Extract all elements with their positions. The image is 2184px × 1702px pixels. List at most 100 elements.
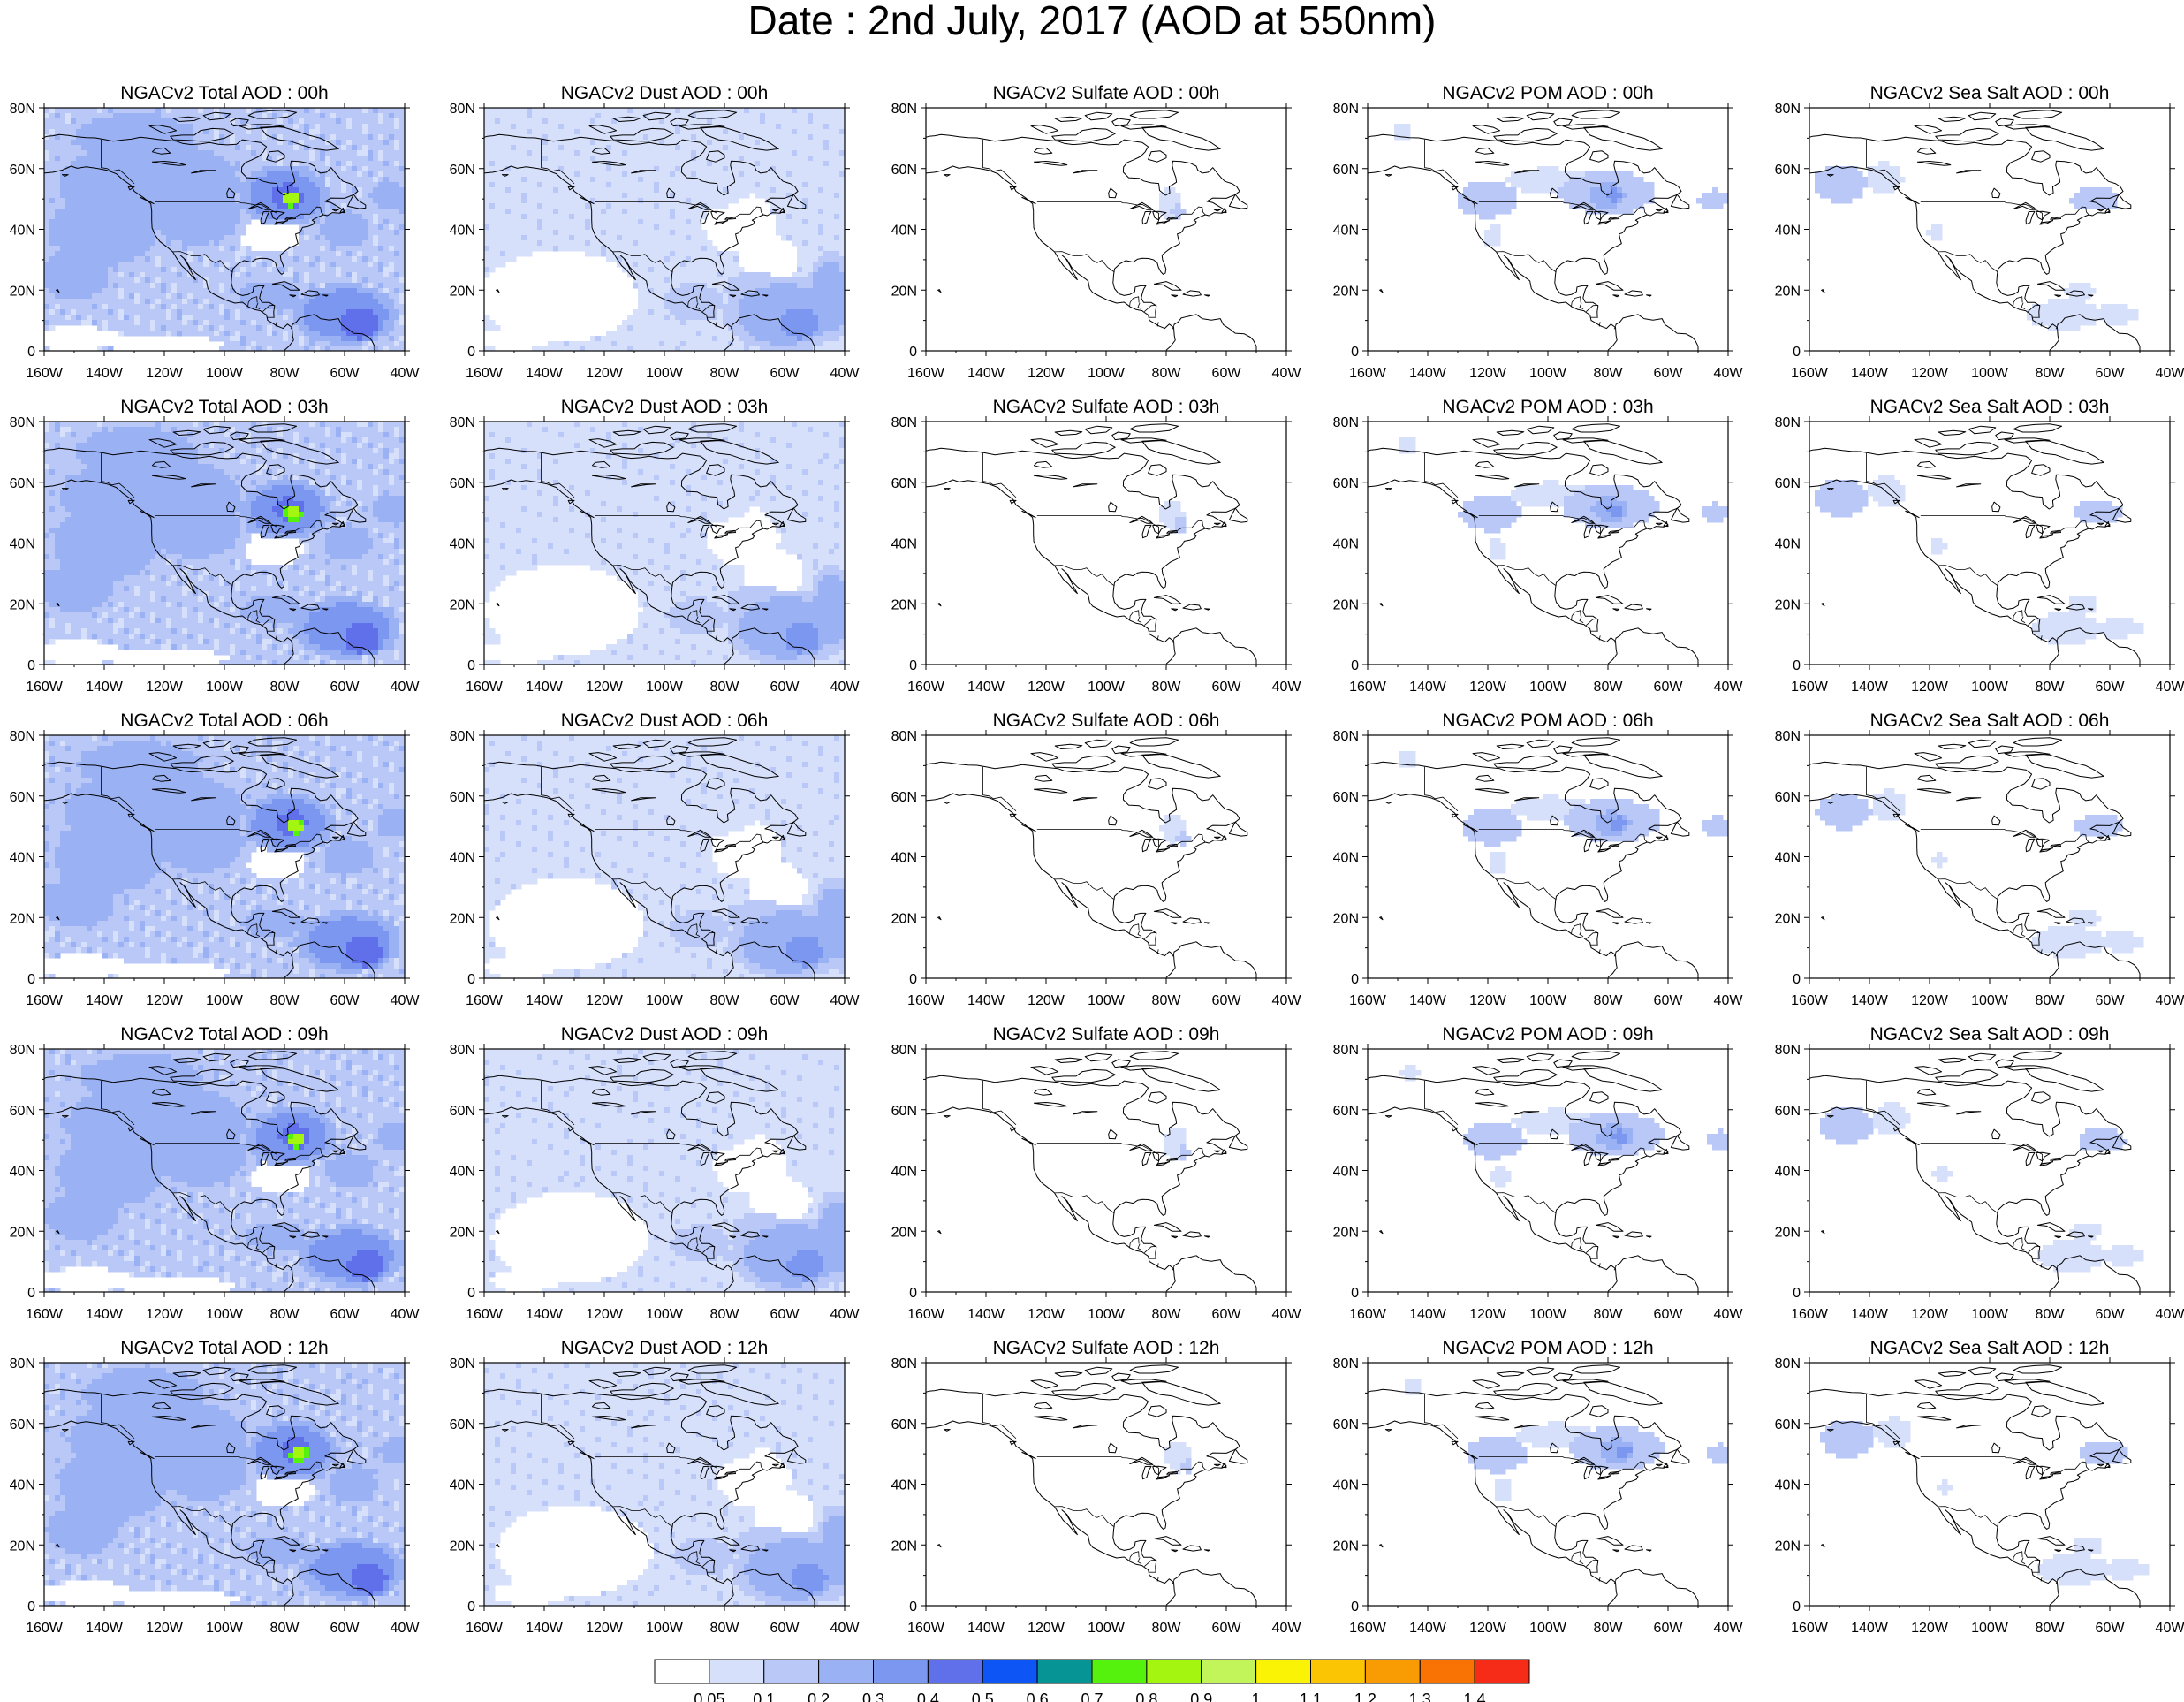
lat-tick-label: 40N: [450, 224, 475, 239]
lat-tick-label: 80N: [1775, 729, 1801, 744]
lat-tick-label: 40N: [1775, 1165, 1801, 1180]
country-borders: [1424, 139, 1648, 330]
lon-tick-label: 80W: [270, 1307, 300, 1322]
lat-tick-label: 20N: [1333, 1225, 1359, 1240]
lat-tick-label: 20N: [891, 1539, 917, 1554]
lon-tick-label: 40W: [391, 993, 421, 1008]
colorbar-label: 1.4: [1464, 1691, 1486, 1702]
lon-tick-label: 160W: [26, 993, 64, 1008]
colorbar-swatch: [1419, 1659, 1475, 1684]
panel-grid: NGACv2 Total AOD : 00h 160W 140W 120W 100W 80…: [10, 83, 2184, 1636]
lon-tick-label: 120W: [146, 680, 184, 695]
lon-tick-label: 160W: [1349, 680, 1387, 695]
lon-tick-label: 80W: [1594, 1621, 1624, 1636]
lat-tick-label: 0: [1793, 658, 1801, 673]
colorbar-swatch: [1474, 1659, 1530, 1684]
lon-tick-label: 120W: [1028, 366, 1065, 381]
lon-tick-label: 140W: [1409, 1621, 1447, 1636]
lon-tick-label: 60W: [770, 1621, 800, 1636]
country-borders: [1866, 1080, 2089, 1271]
lon-tick-label: 140W: [86, 1621, 124, 1636]
colorbar-swatch: [873, 1659, 929, 1684]
country-borders: [101, 139, 324, 330]
lat-tick-label: 80N: [10, 729, 35, 744]
country-borders: [1866, 139, 2089, 330]
lat-tick-label: 20N: [450, 284, 475, 299]
coastline: [44, 110, 375, 351]
lat-tick-label: 20N: [891, 597, 917, 612]
lon-tick-label: 80W: [710, 1307, 740, 1322]
lon-tick-label: 160W: [1791, 1621, 1829, 1636]
coastline: [1368, 1051, 1699, 1292]
lon-tick-label: 60W: [770, 366, 800, 381]
map-panel: NGACv2 POM AOD : 09h 160W 140W 120W 100W 80W 6…: [1333, 1024, 1744, 1322]
lon-tick-label: 80W: [1594, 680, 1624, 695]
lon-tick-label: 140W: [1851, 366, 1889, 381]
lon-tick-label: 80W: [1152, 1621, 1182, 1636]
lon-tick-label: 100W: [1971, 1621, 2009, 1636]
lon-tick-label: 100W: [206, 993, 244, 1008]
lat-tick-label: 0: [1793, 972, 1801, 987]
lon-tick-label: 60W: [330, 1307, 360, 1322]
map-panel: NGACv2 Sea Salt AOD : 00h 160W 140W 120W 100…: [1775, 83, 2184, 381]
lon-tick-label: 140W: [86, 1307, 124, 1322]
lon-tick-label: 80W: [270, 680, 300, 695]
map-panel: NGACv2 Sulfate AOD : 09h 160W 140W 120W 100W…: [891, 1024, 1302, 1322]
coastline: [1809, 1051, 2141, 1292]
lat-tick-label: 80N: [10, 102, 35, 117]
lon-tick-label: 120W: [1028, 680, 1065, 695]
coastline: [1368, 110, 1699, 351]
lon-tick-label: 120W: [1911, 1621, 1949, 1636]
coastline: [1368, 737, 1699, 978]
lat-tick-label: 0: [909, 345, 917, 360]
lon-tick-label: 40W: [830, 680, 861, 695]
lon-tick-label: 40W: [2156, 366, 2184, 381]
lon-tick-label: 40W: [1714, 1307, 1744, 1322]
lat-tick-label: 0: [27, 972, 35, 987]
lat-tick-label: 0: [1351, 345, 1359, 360]
lat-tick-label: 80N: [891, 415, 917, 430]
lat-tick-label: 40N: [891, 851, 917, 866]
map-panel: NGACv2 Dust AOD : 09h 160W 140W 120W 100W 80W…: [450, 1024, 861, 1322]
lon-tick-label: 100W: [1529, 1307, 1567, 1322]
colorbar-label: 0.4: [917, 1691, 939, 1702]
lon-tick-label: 100W: [1971, 993, 2009, 1008]
lat-tick-label: 40N: [1775, 851, 1801, 866]
country-borders: [541, 1394, 764, 1584]
lon-tick-label: 120W: [1911, 993, 1949, 1008]
lon-tick-label: 40W: [1714, 366, 1744, 381]
lon-tick-label: 100W: [1088, 680, 1126, 695]
country-borders: [1424, 1080, 1648, 1271]
map-panel: NGACv2 Total AOD : 03h 160W 140W 120W 100W 80…: [10, 397, 421, 695]
lat-tick-label: 0: [1351, 1599, 1359, 1615]
lon-tick-label: 160W: [466, 993, 504, 1008]
figure-title: Date : 2nd July, 2017 (AOD at 550nm): [0, 0, 2184, 41]
panel-title: NGACv2 Dust AOD : 09h: [561, 1024, 769, 1045]
lon-tick-label: 40W: [830, 366, 861, 381]
lon-tick-label: 80W: [2036, 680, 2066, 695]
lon-tick-label: 140W: [1851, 993, 1889, 1008]
map-panel: NGACv2 POM AOD : 06h 160W 140W 120W 100W 80W 6…: [1333, 710, 1744, 1008]
lon-tick-label: 100W: [206, 1621, 244, 1636]
lat-tick-label: 60N: [10, 1417, 35, 1432]
lon-tick-label: 60W: [2096, 1621, 2126, 1636]
lat-tick-label: 60N: [1775, 476, 1801, 491]
coastline: [926, 110, 1257, 351]
lon-tick-label: 100W: [1088, 366, 1126, 381]
colorbar: 0.05 0.1 0.2 0.3 0.4 0.5 0.6 0.7 0.8 0.9 1 1.1 1.2 1.…: [654, 1659, 1530, 1702]
lon-tick-label: 60W: [1654, 1621, 1684, 1636]
lon-tick-label: 40W: [1714, 993, 1744, 1008]
lon-tick-label: 60W: [330, 993, 360, 1008]
colorbar-swatch: [709, 1659, 765, 1684]
lon-tick-label: 60W: [1212, 1621, 1242, 1636]
lat-tick-label: 40N: [891, 224, 917, 239]
panel-title: NGACv2 Sea Salt AOD : 06h: [1870, 710, 2110, 731]
lon-tick-label: 120W: [586, 993, 624, 1008]
lat-tick-label: 80N: [891, 102, 917, 117]
coastline: [1809, 110, 2141, 351]
panel-title: NGACv2 Sulfate AOD : 00h: [993, 83, 1220, 103]
lon-tick-label: 100W: [206, 366, 244, 381]
lon-tick-label: 160W: [26, 680, 64, 695]
lon-tick-label: 140W: [526, 993, 564, 1008]
lon-tick-label: 160W: [466, 1621, 504, 1636]
